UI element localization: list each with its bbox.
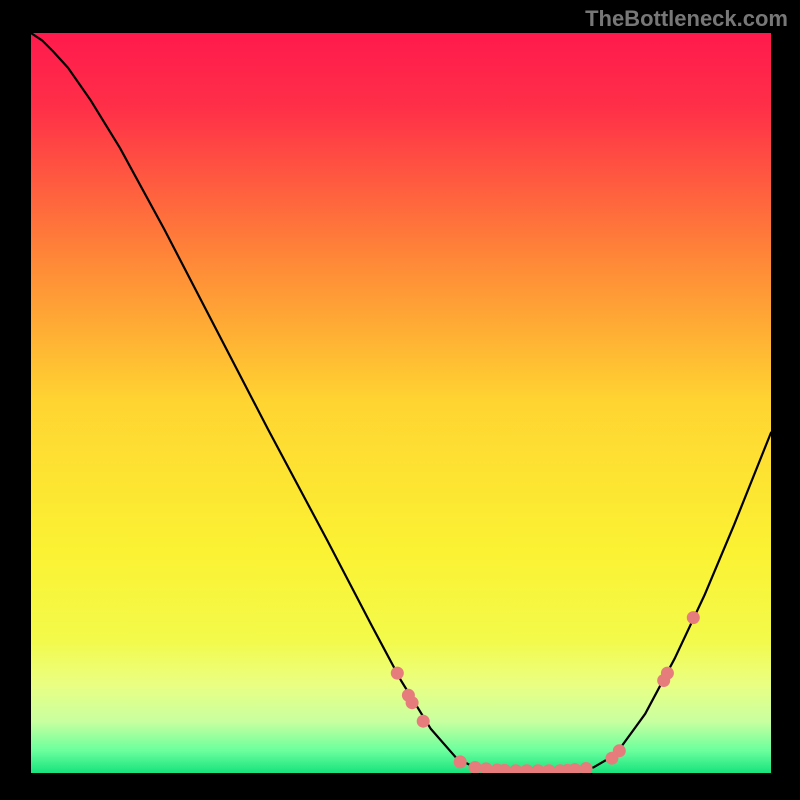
scatter-point [543, 764, 556, 773]
scatter-point [613, 744, 626, 757]
watermark-text: TheBottleneck.com [585, 6, 788, 32]
scatter-point [580, 762, 593, 773]
scatter-point [454, 755, 467, 768]
scatter-point [406, 696, 419, 709]
scatter-point [469, 761, 482, 773]
scatter-point [687, 611, 700, 624]
scatter-point [661, 667, 674, 680]
scatter-point [531, 764, 544, 773]
scatter-point [480, 762, 493, 773]
scatter-point [391, 667, 404, 680]
scatter-point [520, 764, 533, 773]
scatter-point [417, 715, 430, 728]
scatter-point [509, 764, 522, 773]
bottleneck-curve [31, 33, 771, 771]
curve-layer [31, 33, 771, 773]
chart-container: TheBottleneck.com [0, 0, 800, 800]
plot-area [31, 33, 771, 773]
